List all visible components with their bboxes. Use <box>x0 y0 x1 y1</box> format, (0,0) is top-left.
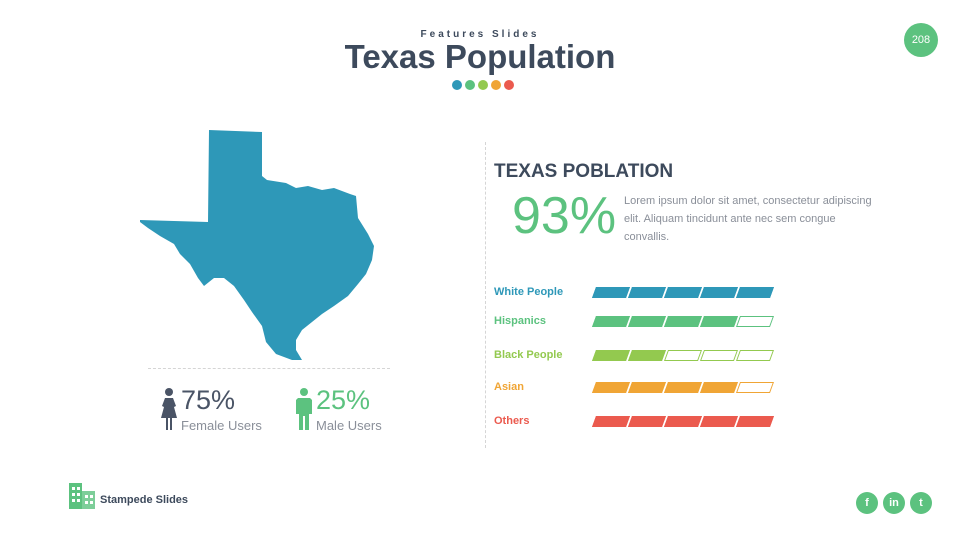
male-user-icon <box>296 388 312 430</box>
building-icon <box>69 483 95 509</box>
facebook-icon[interactable]: f <box>856 492 878 514</box>
bar-segment-filled <box>663 287 703 298</box>
brand-name: Stampede Slides <box>100 494 189 506</box>
population-bar <box>591 350 775 361</box>
bar-label: Others <box>494 415 530 427</box>
slide-title: Texas Population <box>344 38 616 75</box>
bar-segment-filled <box>591 287 631 298</box>
slide-subtitle: Features Slides <box>420 29 540 40</box>
male-label: Male Users <box>316 418 382 433</box>
male-percent: 25% <box>316 385 371 415</box>
bar-segment-filled <box>627 316 667 327</box>
bar-segment-filled <box>735 416 775 427</box>
population-bar <box>591 316 775 327</box>
bar-segment-filled <box>735 287 775 298</box>
bar-segment-empty <box>663 350 703 361</box>
bar-segment-filled <box>699 316 739 327</box>
bar-segment-filled <box>699 416 739 427</box>
title-dots <box>452 80 514 90</box>
female-user-icon <box>161 388 177 430</box>
page-number-badge: 208 <box>904 23 938 57</box>
bar-segment-empty <box>735 350 775 361</box>
linkedin-icon[interactable]: in <box>883 492 905 514</box>
bar-segment-empty <box>735 316 775 327</box>
bar-segment-filled <box>663 382 703 393</box>
bar-segment-filled <box>627 382 667 393</box>
title-dot <box>452 80 462 90</box>
stats-title: TEXAS POBLATION <box>494 161 674 182</box>
bar-segment-filled <box>699 287 739 298</box>
title-dot <box>478 80 488 90</box>
twitter-icon[interactable]: t <box>910 492 932 514</box>
population-bar <box>591 382 775 393</box>
population-bar <box>591 416 775 427</box>
bar-segment-filled <box>627 350 667 361</box>
bar-label: White People <box>494 286 564 298</box>
bar-segment-filled <box>663 316 703 327</box>
bar-segment-filled <box>627 287 667 298</box>
bar-label: Asian <box>494 381 524 393</box>
bar-segment-filled <box>591 382 631 393</box>
bar-segment-empty <box>699 350 739 361</box>
title-dot <box>491 80 501 90</box>
bar-segment-filled <box>663 416 703 427</box>
bar-segment-filled <box>627 416 667 427</box>
title-dot <box>504 80 514 90</box>
bar-segment-filled <box>699 382 739 393</box>
female-label: Female Users <box>181 418 262 433</box>
bar-segment-filled <box>591 416 631 427</box>
bar-segment-filled <box>591 316 631 327</box>
female-percent: 75% <box>181 385 236 415</box>
stats-percent: 93% <box>512 187 617 245</box>
column-divider <box>485 142 486 448</box>
population-bar <box>591 287 775 298</box>
bar-label: Hispanics <box>494 315 546 327</box>
bar-segment-filled <box>591 350 631 361</box>
title-dot <box>465 80 475 90</box>
bar-segment-empty <box>735 382 775 393</box>
map-divider <box>148 368 390 369</box>
texas-map-icon <box>140 130 374 360</box>
bar-label: Black People <box>494 349 563 361</box>
stats-description: Lorem ipsum dolor sit amet, consectetur … <box>624 195 872 243</box>
